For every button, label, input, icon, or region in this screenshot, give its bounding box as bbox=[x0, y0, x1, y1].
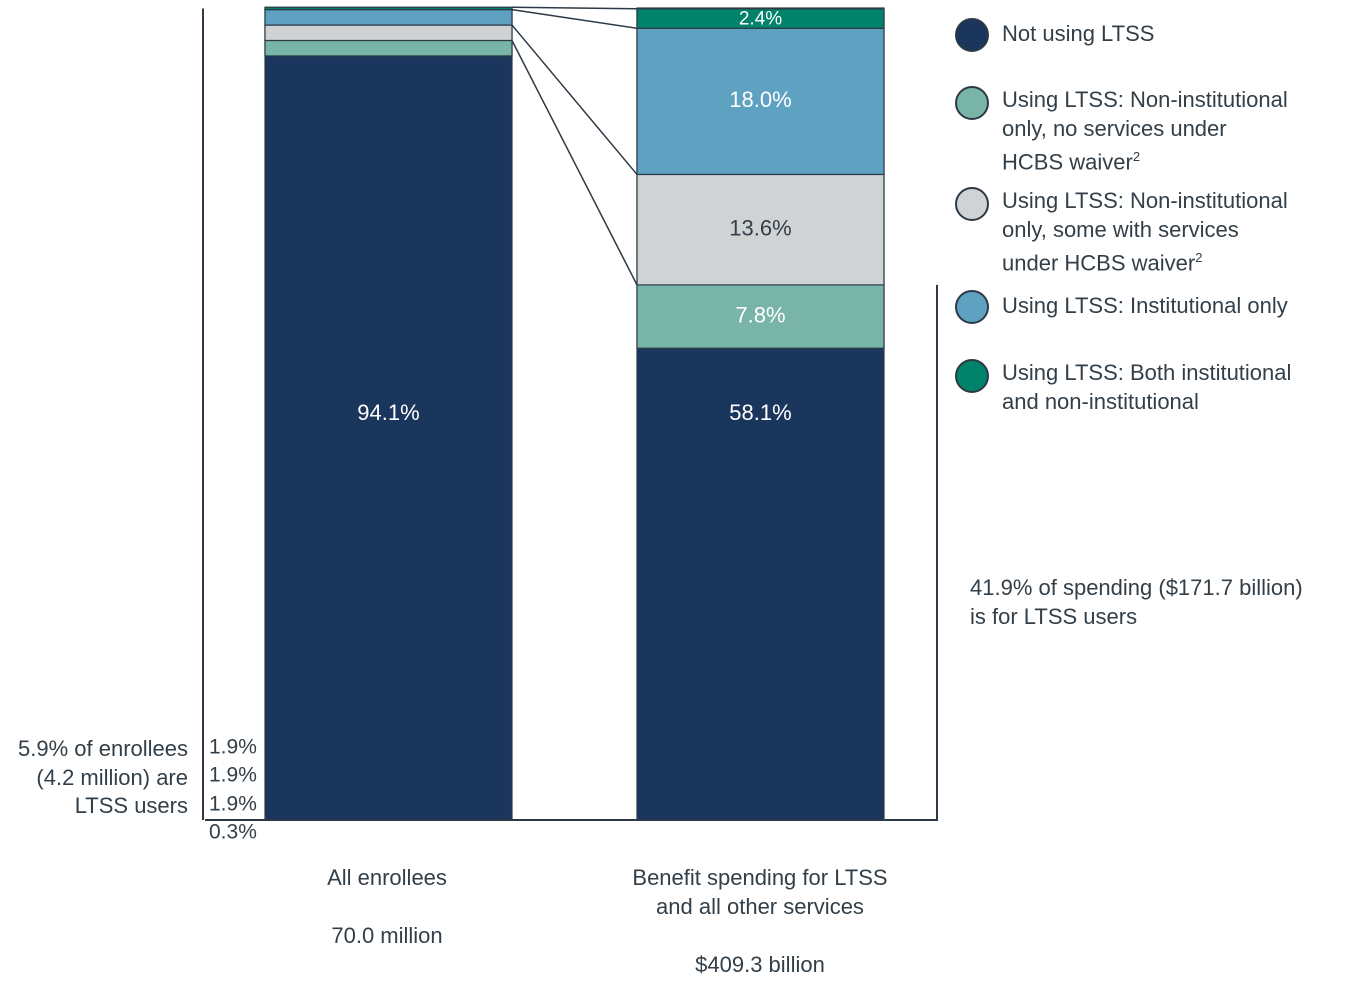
legend-footnote: 2 bbox=[1195, 250, 1203, 265]
x-category-benefit-spending: Benefit spending for LTSS and all other … bbox=[600, 834, 920, 1008]
connector-line bbox=[511, 8, 638, 30]
bar-segment-non-institutional-some-waiver bbox=[264, 24, 513, 42]
x-category-label: All enrollees bbox=[327, 865, 447, 890]
bar-segment-institutional-only bbox=[264, 9, 513, 26]
spending-ltss-note: 41.9% of spending ($171.7 billion) is fo… bbox=[970, 575, 1303, 629]
bar-segment-institutional-only bbox=[636, 27, 885, 176]
bar-segment-non-institutional-no-waiver bbox=[264, 39, 513, 57]
stacked-bar-chart: 94.1% 58.1%7.8%13.6%18.0%2.4% 1.9%1.9%1.9… bbox=[202, 6, 938, 844]
bar-segment-not-using-ltss bbox=[264, 7, 513, 821]
connector-line bbox=[511, 6, 638, 10]
x-category-total: $409.3 billion bbox=[695, 952, 825, 977]
legend-label: Not using LTSS bbox=[1002, 21, 1155, 46]
data-label-non-institutional-no-waiver: 1.9% bbox=[209, 736, 257, 759]
data-label-both: 2.4% bbox=[739, 9, 782, 30]
legend-item-both: Using LTSS: Both institutional and non-i… bbox=[955, 359, 1291, 416]
small-segment-labels: 1.9% 1.9% 1.9% 0.3% bbox=[209, 736, 257, 844]
x-category-all-enrollees: All enrollees 70.0 million bbox=[262, 834, 512, 979]
connector-lines bbox=[511, 6, 638, 286]
bar-all-enrollees bbox=[264, 6, 513, 821]
connector-line bbox=[511, 24, 638, 175]
legend-label: Using LTSS: Institutional only bbox=[1002, 293, 1288, 318]
legend-item-institutional-only: Using LTSS: Institutional only bbox=[955, 290, 1288, 324]
legend-label: Using LTSS: Non-institutional only, some… bbox=[1002, 188, 1288, 276]
legend-swatch bbox=[955, 290, 989, 324]
brackets bbox=[202, 8, 938, 820]
bar-segment-both bbox=[636, 8, 885, 29]
data-label-both: 0.3% bbox=[209, 821, 257, 844]
legend-item-not-using-ltss: Not using LTSS bbox=[955, 18, 1154, 52]
data-label-institutional-only: 1.9% bbox=[209, 793, 257, 816]
legend-swatch bbox=[955, 86, 989, 120]
data-label-not-using-ltss: 94.1% bbox=[357, 400, 419, 425]
legend-label: Using LTSS: Non-institutional only, no s… bbox=[1002, 87, 1288, 175]
legend-swatch bbox=[955, 359, 989, 393]
data-label-non-institutional-no-waiver: 7.8% bbox=[735, 302, 785, 327]
connector-line bbox=[511, 40, 638, 286]
legend-item-non-institutional-some-waiver: Using LTSS: Non-institutional only, some… bbox=[955, 187, 1288, 278]
x-category-total: 70.0 million bbox=[331, 923, 443, 948]
segment-labels: 94.1% 58.1% 7.8% 13.6% 18.0% 2.4% bbox=[357, 9, 791, 425]
bar-benefit-spending bbox=[636, 7, 885, 821]
data-label-institutional-only: 18.0% bbox=[729, 87, 791, 112]
x-category-label: Benefit spending for LTSS and all other … bbox=[632, 865, 888, 919]
legend-item-non-institutional-no-waiver: Using LTSS: Non-institutional only, no s… bbox=[955, 86, 1288, 177]
bar-segment-non-institutional-no-waiver bbox=[636, 284, 885, 349]
bar-segment-non-institutional-some-waiver bbox=[636, 173, 885, 286]
legend-label: Using LTSS: Both institutional and non-i… bbox=[1002, 360, 1292, 414]
legend-swatch bbox=[955, 18, 989, 52]
data-label-non-institutional-some-waiver: 1.9% bbox=[209, 764, 257, 787]
data-label-non-institutional-some-waiver: 13.6% bbox=[729, 215, 791, 240]
bar-segment-both bbox=[264, 6, 513, 11]
legend-footnote: 2 bbox=[1132, 149, 1141, 164]
enrollees-ltss-note: 5.9% of enrollees (4.2 million) are LTSS… bbox=[18, 736, 188, 818]
legend-swatch bbox=[955, 187, 989, 221]
data-label-not-using-ltss: 58.1% bbox=[729, 400, 791, 425]
